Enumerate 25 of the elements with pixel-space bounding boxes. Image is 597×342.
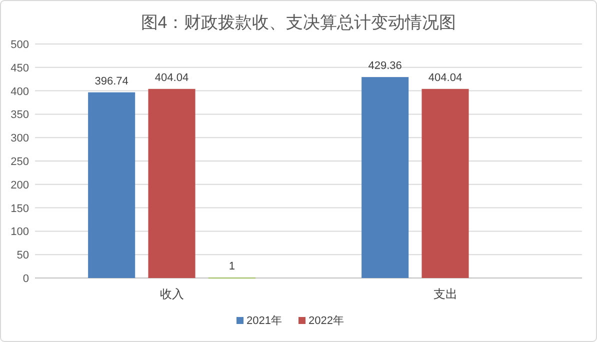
legend-label: 2021年 [246,315,282,327]
y-tick-label: 100 [10,226,29,238]
bar [148,88,196,278]
y-tick-label: 150 [10,202,29,215]
y-tick-label: 250 [10,156,29,168]
y-tick-label: 450 [10,62,29,74]
bar [422,88,469,278]
data-label: 1 [228,260,235,273]
chart-title: 图4：财政拨款收、支决算总计变动情况图 [140,13,456,32]
y-tick-label: 400 [10,86,29,98]
data-label: 404.04 [154,72,189,84]
y-tick-label: 500 [10,39,29,51]
x-tick-label: 收入 [160,287,184,301]
data-label: 429.36 [368,60,402,72]
y-tick-label: 300 [10,132,29,145]
y-tick-label: 50 [16,250,29,262]
data-label: 396.74 [94,75,128,88]
bar [88,92,136,278]
x-tick-label: 支出 [433,287,458,301]
y-tick-label: 350 [10,109,29,122]
y-tick-label: 0 [22,273,29,285]
y-tick-label: 200 [10,179,29,192]
data-label: 404.04 [428,72,462,84]
bar [362,77,409,278]
legend-label: 2022年 [308,315,344,327]
